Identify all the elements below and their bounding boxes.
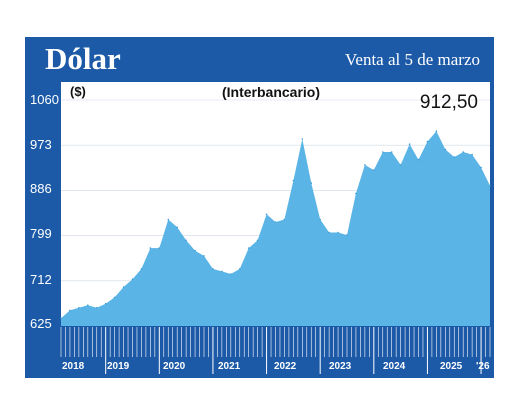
data-point	[113, 296, 116, 299]
data-point	[221, 270, 223, 273]
data-point	[399, 164, 402, 166]
data-point	[346, 234, 348, 236]
series-area	[61, 131, 490, 326]
last-value-label: 912,50	[419, 92, 478, 113]
data-point	[390, 151, 393, 153]
year-label: 2023	[329, 361, 352, 372]
year-label: 2020	[163, 361, 186, 372]
year-label: 2019	[107, 361, 130, 372]
data-point	[140, 268, 143, 270]
chart-header: Dólar Venta al 5 de marzo	[25, 37, 494, 81]
year-label: 2022	[274, 361, 297, 372]
data-point	[337, 231, 339, 234]
data-point	[212, 268, 214, 270]
data-point	[408, 143, 411, 145]
data-point	[471, 153, 473, 156]
data-point	[149, 247, 152, 249]
y-tick-label: 1060	[30, 92, 59, 107]
data-point	[319, 218, 322, 221]
data-point	[283, 218, 286, 221]
unit-label: ($)	[70, 84, 86, 99]
chart-title: Dólar	[45, 41, 121, 76]
data-point	[230, 273, 232, 275]
data-point	[194, 249, 196, 252]
year-label: 2021	[218, 361, 241, 372]
year-axis: 2018 2019 2020 2021 2022 2023 2024 2025 …	[61, 359, 490, 374]
data-point	[185, 239, 187, 242]
year-label: 2025	[440, 361, 463, 372]
data-point	[69, 309, 71, 312]
data-point	[78, 307, 80, 309]
data-point	[256, 239, 259, 242]
y-tick-label: 886	[30, 181, 52, 196]
data-point	[453, 156, 456, 158]
data-point	[247, 247, 250, 249]
data-point	[364, 164, 366, 166]
data-point	[480, 166, 482, 169]
data-point	[462, 151, 465, 153]
data-point	[158, 247, 161, 249]
data-point	[426, 140, 429, 143]
data-point	[292, 179, 295, 182]
data-point	[265, 213, 268, 216]
data-point	[444, 148, 447, 151]
data-point	[301, 138, 304, 140]
data-point	[373, 169, 375, 171]
year-label: 2024	[383, 361, 406, 372]
year-label: '26	[476, 361, 490, 372]
y-tick-label: 625	[30, 316, 52, 331]
data-point	[489, 184, 491, 187]
data-point	[203, 255, 205, 257]
data-point	[355, 192, 357, 195]
y-tick-label: 799	[30, 226, 52, 241]
chart-subtitle: Venta al 5 de marzo	[345, 50, 480, 69]
data-point	[176, 226, 178, 229]
data-point	[274, 221, 277, 223]
data-point	[104, 302, 107, 305]
y-tick-label: 712	[30, 272, 52, 287]
data-point	[239, 268, 241, 270]
data-point	[328, 231, 330, 234]
data-point	[131, 278, 134, 281]
data-point	[435, 130, 438, 132]
data-point	[96, 307, 98, 309]
y-tick-label: 973	[30, 137, 52, 152]
year-label: 2018	[62, 361, 85, 372]
data-point	[382, 151, 384, 153]
data-point	[60, 317, 62, 320]
market-label: (Interbancario)	[222, 84, 321, 100]
data-point	[87, 304, 89, 307]
data-point	[122, 286, 125, 288]
data-point	[310, 182, 313, 184]
data-point	[167, 218, 170, 221]
data-point	[417, 158, 420, 161]
